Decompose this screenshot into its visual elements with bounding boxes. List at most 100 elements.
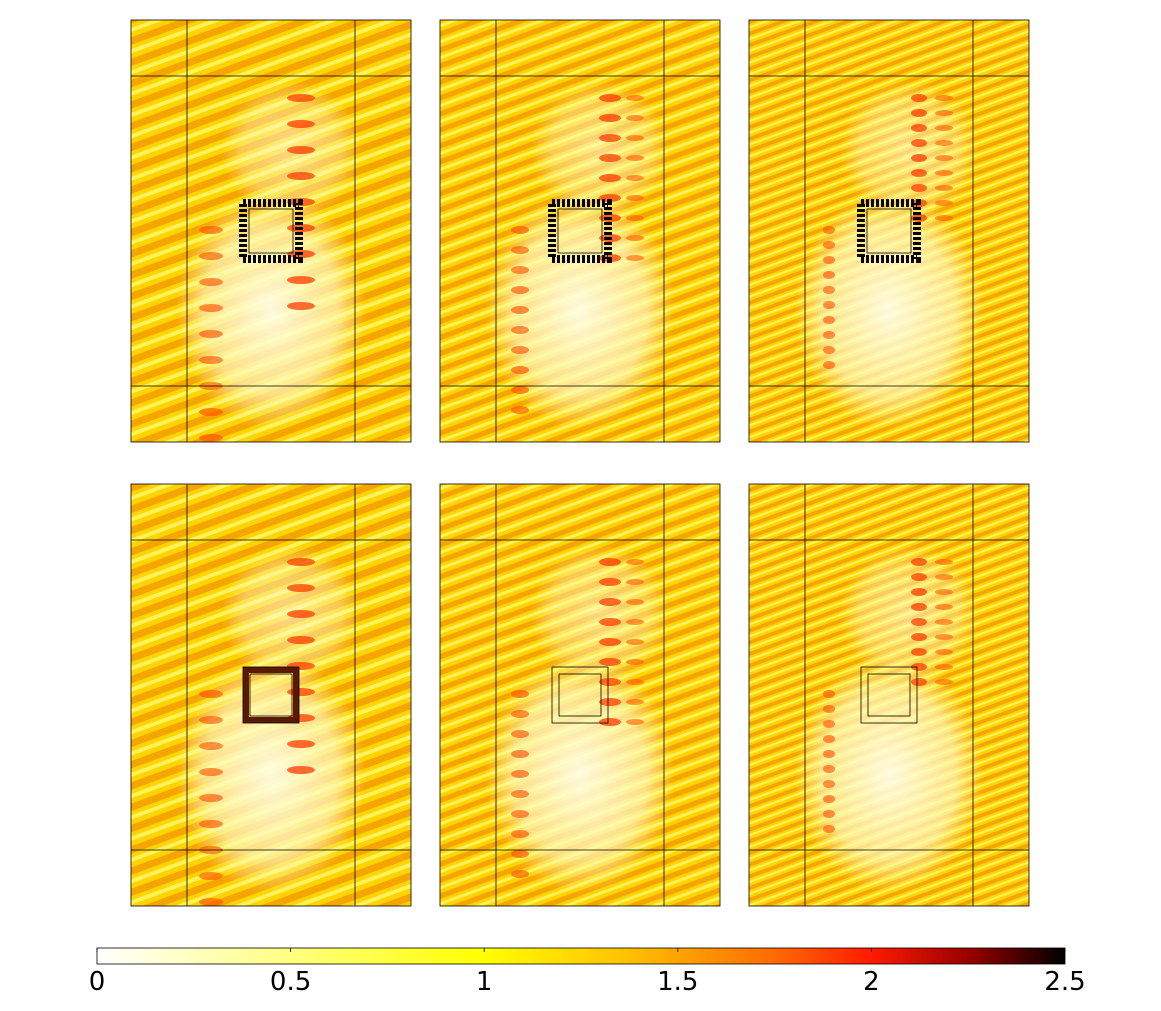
colorbar-tick-label: 2.5 [1044,967,1085,997]
hot-spot [599,174,621,182]
hot-spot [599,678,621,686]
scatterer-inner [558,673,602,717]
hot-spot [599,638,621,646]
colorbar-tick-label: 2 [863,967,880,997]
scatterer [860,666,918,724]
hot-spot [626,599,644,605]
hot-spot [287,610,315,618]
hot-spot [626,679,644,685]
hot-spot [935,215,953,221]
scatterer-inner [248,208,294,254]
hot-spot [199,742,223,750]
hot-spot [287,766,315,774]
hot-spot [626,255,644,261]
hot-spot [199,820,223,828]
shadow-region [176,654,366,894]
hot-spot [935,649,953,655]
hot-spot [199,716,223,724]
hot-spot [935,589,953,595]
hot-spot [287,276,315,284]
hot-spot [626,195,644,201]
colorbar-tick-label: 1 [476,967,493,997]
hot-spot [511,286,529,294]
shadow-region [485,654,675,894]
hot-spot [511,810,529,818]
hot-spot [287,302,315,310]
hot-spot [287,688,315,696]
hot-spot [935,679,953,685]
panel-border [748,19,1030,443]
hot-spot [823,750,835,758]
panel-border [439,483,721,907]
hot-spot [935,559,953,565]
hot-spot [199,408,223,416]
hot-spot [511,406,529,414]
hot-spot [911,169,927,177]
colorbar-tick-label: 1.5 [657,967,698,997]
hot-spot [599,114,621,122]
shadow-region [176,190,366,430]
hot-spot [911,184,927,192]
hot-spot [511,266,529,274]
hot-spot [911,154,927,162]
shadow-region [485,190,675,430]
hot-spot [823,825,835,833]
panel-border [130,483,412,907]
hot-spot [511,770,529,778]
panel-border [748,483,1030,907]
hot-spot [599,698,621,706]
hot-spot [823,331,835,339]
hot-spot [199,794,223,802]
hot-spot [199,434,223,442]
shadow-region [794,654,984,894]
scatterer-inner [866,208,912,254]
hot-spot [935,185,953,191]
hot-spot [599,94,621,102]
panel-border [130,19,412,443]
hot-spot [823,256,835,264]
hot-spot [199,330,223,338]
hot-spot [511,386,529,394]
shadow-region [839,544,979,684]
scatterer [551,666,609,724]
scatterer [857,199,921,263]
hot-spot [626,619,644,625]
hot-spot [626,579,644,585]
scatterer-inner [249,673,293,717]
hot-spot [911,678,927,686]
hot-spot [511,306,529,314]
hot-spot [935,200,953,206]
hot-spot [911,109,927,117]
hot-spot [626,659,644,665]
hot-spot [511,246,529,254]
hot-spot [935,170,953,176]
hot-spot [626,155,644,161]
hot-spot [911,139,927,147]
hot-spot [626,235,644,241]
field-panel [130,19,412,443]
hot-spot [199,872,223,880]
scatterer-inner [867,673,911,717]
hot-spot [823,346,835,354]
scatterer-inner [557,208,603,254]
hot-spot [823,226,835,234]
hot-spot [626,559,644,565]
hot-spot [287,558,315,566]
hot-spot [287,740,315,748]
hot-spot [626,115,644,121]
hot-spot [287,120,315,128]
hot-spot [823,765,835,773]
colorbar-tick-label: 0 [89,967,106,997]
hot-spot [823,690,835,698]
colorbar-tick-label: 0.5 [270,967,311,997]
hot-spot [823,810,835,818]
hot-spot [599,558,621,566]
hot-spot [511,850,529,858]
hot-spot [911,124,927,132]
hot-spot [823,241,835,249]
hot-spot [199,898,223,906]
scatterer [239,199,303,263]
hot-spot [823,316,835,324]
hot-spot [599,718,621,726]
